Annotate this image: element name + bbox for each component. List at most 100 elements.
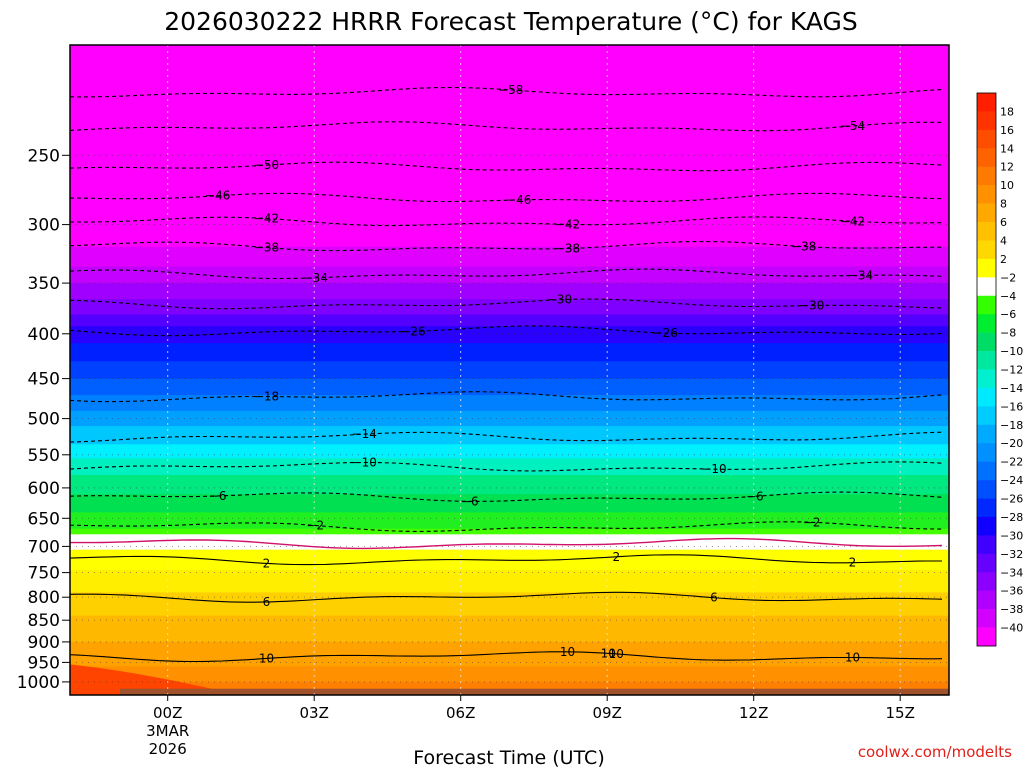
contour-lines: −58 −54 −50 −46 −46 −42 −42 −42 −38 −38 −38 −34 −34 −… bbox=[70, 83, 943, 666]
y-tick-label: 450 bbox=[28, 370, 60, 390]
grid bbox=[70, 45, 949, 695]
isotherm-minus42 bbox=[70, 216, 943, 227]
colorbar-swatch bbox=[977, 351, 996, 370]
isotherm-label: 6 bbox=[710, 591, 718, 605]
colorbar-swatch bbox=[977, 295, 996, 315]
isotherm-label: −10 bbox=[701, 462, 726, 476]
y-tick-label: 500 bbox=[28, 410, 60, 430]
isotherm-minus26 bbox=[70, 325, 943, 337]
colorbar-label: 10 bbox=[1000, 179, 1014, 192]
isotherm-label: −30 bbox=[547, 293, 572, 307]
isotherm-10 bbox=[70, 651, 943, 663]
isotherm-label: −42 bbox=[254, 212, 279, 226]
isotherm-label: −46 bbox=[506, 193, 531, 207]
temperature-band bbox=[70, 641, 949, 668]
temperature-band bbox=[70, 378, 949, 396]
colorbar-label: 4 bbox=[1000, 235, 1007, 248]
isotherm-label: −26 bbox=[400, 324, 425, 338]
temperature-band bbox=[70, 666, 949, 683]
isotherm-2 bbox=[70, 554, 942, 566]
colorbar-label: −38 bbox=[1000, 603, 1023, 616]
y-tick-label: 550 bbox=[28, 446, 60, 466]
temperature-band bbox=[70, 45, 949, 226]
temperature-band bbox=[70, 475, 949, 495]
temperature-band bbox=[70, 615, 949, 643]
x-tick-label: 06Z bbox=[446, 704, 475, 722]
colorbar-swatch bbox=[977, 277, 996, 297]
colorbar-swatch bbox=[977, 627, 996, 647]
colorbar-label: 18 bbox=[1000, 105, 1014, 118]
colorbar-swatch bbox=[977, 369, 996, 389]
isotherm-label: −46 bbox=[205, 189, 230, 203]
isotherm-minus6 bbox=[70, 491, 943, 502]
plot-area bbox=[70, 45, 949, 695]
temperature-band bbox=[70, 395, 949, 412]
x-axis-label: Forecast Time (UTC) bbox=[413, 747, 604, 768]
temperature-band bbox=[70, 224, 949, 248]
isotherm-label: 10 bbox=[560, 645, 575, 659]
isotherm-label: −38 bbox=[555, 242, 580, 256]
y-tick-label: 700 bbox=[28, 537, 60, 557]
x-tick-label: 12Z bbox=[739, 704, 768, 722]
colorbar-label: −34 bbox=[1000, 566, 1023, 579]
x-tick-label: 03Z bbox=[300, 704, 329, 722]
colorbar-swatch bbox=[977, 443, 996, 462]
temperature-band bbox=[70, 570, 949, 594]
x-tick-date-label: 3MAR bbox=[146, 722, 189, 740]
isotherm-label: 2 bbox=[849, 556, 857, 570]
colorbar-label: −22 bbox=[1000, 456, 1023, 469]
isotherm-label: 10 bbox=[601, 646, 616, 660]
isotherm-label: −34 bbox=[848, 268, 873, 282]
colorbar-swatch bbox=[977, 111, 996, 131]
isotherm-6 bbox=[70, 591, 943, 603]
colorbar-swatch bbox=[977, 93, 996, 112]
temperature-band bbox=[70, 266, 949, 284]
y-tick-label: 800 bbox=[28, 588, 60, 608]
temperature-band bbox=[70, 361, 949, 380]
colorbar-label: −32 bbox=[1000, 548, 1023, 561]
colorbar-swatch bbox=[977, 480, 996, 499]
temperature-band bbox=[70, 246, 949, 268]
colorbar-label: −28 bbox=[1000, 511, 1023, 524]
isotherm-label: −2 bbox=[306, 519, 324, 533]
isotherm-label: 2 bbox=[612, 550, 620, 564]
isotherm-label: 10 bbox=[609, 647, 624, 661]
isotherm-label: −42 bbox=[555, 217, 580, 231]
temperature-band bbox=[70, 494, 949, 514]
below-ground bbox=[120, 688, 949, 695]
isotherm-minus14 bbox=[70, 431, 943, 443]
isotherm-label: 10 bbox=[259, 652, 274, 666]
y-tick-label: 900 bbox=[28, 633, 60, 653]
isotherm-label: −42 bbox=[840, 214, 865, 228]
colorbar-swatch bbox=[977, 129, 996, 149]
colorbar-label: −14 bbox=[1000, 382, 1023, 395]
colorbar-label: −8 bbox=[1000, 327, 1016, 340]
colorbar-swatch bbox=[977, 185, 996, 204]
colorbar-label: −2 bbox=[1000, 271, 1016, 284]
y-tick-label: 300 bbox=[28, 216, 60, 236]
isotherm-label: −6 bbox=[461, 494, 479, 508]
temperature-band bbox=[70, 326, 949, 345]
colorbar-label: −4 bbox=[1000, 290, 1016, 303]
isotherm-minus50 bbox=[70, 161, 943, 172]
colorbar-label: −30 bbox=[1000, 529, 1023, 542]
isotherm-label: −34 bbox=[303, 271, 328, 285]
y-tick-label: 850 bbox=[28, 611, 60, 631]
colorbar-swatch bbox=[977, 258, 996, 278]
colorbar-swatch bbox=[977, 590, 996, 610]
isotherm-label: −38 bbox=[791, 240, 816, 254]
colorbar-swatch bbox=[977, 535, 996, 555]
credit-text: coolwx.com/modelts bbox=[858, 743, 1012, 761]
temperature-band bbox=[70, 528, 949, 536]
temperature-band bbox=[70, 283, 949, 300]
temperature-band bbox=[70, 444, 949, 459]
colorbar-label: −24 bbox=[1000, 474, 1023, 487]
y-tick-label: 1000 bbox=[17, 673, 60, 693]
colorbar-label: 2 bbox=[1000, 253, 1007, 266]
colorbar-label: −10 bbox=[1000, 345, 1023, 358]
colorbar: 18 16 14 12 10 8 6 4 2 −2 −4 −6 −8 −10 −12 −14 −16 −18 −20… bbox=[976, 92, 1023, 647]
isotherm-label: −54 bbox=[840, 119, 865, 133]
isotherm-label: 10 bbox=[845, 651, 860, 665]
